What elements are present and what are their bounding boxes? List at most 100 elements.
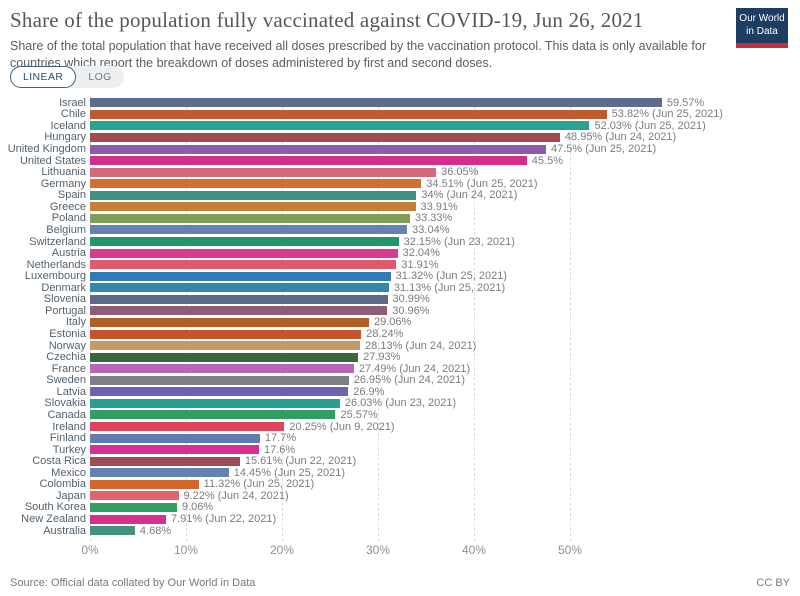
- country-label-canada[interactable]: Canada: [47, 408, 86, 421]
- value-label-israel: 59.57%: [666, 96, 705, 109]
- value-label-portugal: 30.96%: [392, 304, 430, 317]
- country-label-hungary[interactable]: Hungary: [44, 131, 86, 144]
- bar-south-korea[interactable]: [90, 502, 177, 512]
- bar-netherlands[interactable]: [90, 260, 397, 270]
- bar-hungary[interactable]: [90, 132, 560, 142]
- bar-poland[interactable]: [90, 213, 410, 223]
- bar-finland[interactable]: [90, 433, 260, 443]
- bar-mexico[interactable]: [90, 468, 229, 478]
- country-label-slovakia[interactable]: Slovakia: [44, 397, 86, 410]
- country-label-sweden[interactable]: Sweden: [46, 374, 86, 387]
- value-label-estonia: 28.24%: [366, 328, 404, 341]
- bar-austria[interactable]: [90, 248, 398, 258]
- linear-button[interactable]: LINEAR: [10, 66, 77, 88]
- chart-row-canada: Canada 25.57%: [0, 409, 800, 421]
- country-label-united-states[interactable]: United States: [19, 154, 86, 167]
- bar-italy[interactable]: [90, 317, 369, 327]
- bar-sweden[interactable]: [90, 375, 349, 385]
- bar-new-zealand[interactable]: [90, 514, 166, 524]
- bar-norway[interactable]: [90, 341, 361, 351]
- bar-lithuania[interactable]: [90, 167, 437, 177]
- bar-canada[interactable]: [90, 410, 336, 420]
- bar-switzerland[interactable]: [90, 237, 399, 247]
- country-label-france[interactable]: France: [51, 362, 86, 375]
- chart-row-germany: Germany 34.51% (Jun 25, 2021): [0, 178, 800, 190]
- page-subtitle: Share of the total population that have …: [10, 39, 707, 71]
- bar-costa-rica[interactable]: [90, 456, 240, 466]
- country-label-ireland[interactable]: Ireland: [52, 420, 86, 433]
- country-label-turkey[interactable]: Turkey: [52, 443, 86, 456]
- country-label-spain[interactable]: Spain: [57, 189, 86, 202]
- country-label-denmark[interactable]: Denmark: [41, 281, 86, 294]
- value-label-united-states: 45.5%: [531, 154, 563, 167]
- bar-ireland[interactable]: [90, 422, 285, 432]
- log-button[interactable]: LOG: [76, 66, 123, 88]
- bar-australia[interactable]: [90, 526, 135, 536]
- value-label-sweden: 26.95% (Jun 24, 2021): [353, 374, 466, 387]
- country-label-luxembourg[interactable]: Luxembourg: [24, 270, 86, 283]
- country-label-south-korea[interactable]: South Korea: [24, 501, 86, 514]
- country-label-portugal[interactable]: Portugal: [45, 304, 86, 317]
- country-label-finland[interactable]: Finland: [49, 432, 86, 445]
- chart-row-italy: Italy 29.06%: [0, 316, 800, 329]
- country-label-italy[interactable]: Italy: [65, 316, 86, 329]
- country-label-germany[interactable]: Germany: [40, 177, 86, 190]
- bar-iceland[interactable]: [90, 121, 590, 131]
- value-label-denmark: 31.13% (Jun 25, 2021): [393, 281, 506, 294]
- chart-row-netherlands: Netherlands 31.91%: [0, 259, 800, 271]
- country-label-netherlands[interactable]: Netherlands: [26, 258, 86, 271]
- country-label-japan[interactable]: Japan: [56, 489, 86, 502]
- country-label-colombia[interactable]: Colombia: [39, 478, 86, 491]
- bar-japan[interactable]: [90, 491, 179, 501]
- bar-greece[interactable]: [90, 202, 416, 212]
- bar-united-kingdom[interactable]: [90, 144, 546, 154]
- chart-rows: Israel 59.57% Chile 53.82% (Jun 25, 2021) Ic…: [0, 96, 800, 537]
- bar-united-states[interactable]: [90, 156, 527, 166]
- bar-belgium[interactable]: [90, 225, 408, 235]
- country-label-iceland[interactable]: Iceland: [50, 119, 86, 132]
- bar-czechia[interactable]: [90, 352, 359, 362]
- bar-slovenia[interactable]: [90, 294, 388, 304]
- country-label-norway[interactable]: Norway: [48, 339, 86, 352]
- chart-row-latvia: Latvia 26.9%: [0, 386, 800, 398]
- country-label-switzerland[interactable]: Switzerland: [29, 235, 86, 248]
- country-label-greece[interactable]: Greece: [49, 200, 86, 213]
- scale-toggle: LINEAR LOG: [10, 66, 124, 88]
- country-label-israel[interactable]: Israel: [59, 96, 86, 109]
- bar-spain[interactable]: [90, 190, 417, 200]
- country-label-costa-rica[interactable]: Costa Rica: [32, 455, 86, 468]
- country-label-lithuania[interactable]: Lithuania: [41, 166, 86, 179]
- value-label-slovenia: 30.99%: [392, 293, 430, 306]
- value-label-south-korea: 9.06%: [181, 501, 214, 514]
- country-label-new-zealand[interactable]: New Zealand: [21, 513, 86, 526]
- bar-france[interactable]: [90, 364, 354, 374]
- country-label-poland[interactable]: Poland: [51, 212, 86, 225]
- bar-turkey[interactable]: [90, 445, 259, 455]
- country-label-estonia[interactable]: Estonia: [49, 328, 86, 341]
- bar-latvia[interactable]: [90, 387, 349, 397]
- bar-germany[interactable]: [90, 179, 422, 189]
- country-label-australia[interactable]: Australia: [43, 524, 86, 537]
- owid-logo[interactable]: Our World in Data: [736, 8, 788, 48]
- country-label-slovenia[interactable]: Slovenia: [43, 293, 86, 306]
- country-label-mexico[interactable]: Mexico: [51, 466, 86, 479]
- country-label-austria[interactable]: Austria: [51, 247, 86, 260]
- chart-row-new-zealand: New Zealand 7.91% (Jun 22, 2021): [0, 513, 800, 525]
- country-label-united-kingdom[interactable]: United Kingdom: [7, 143, 86, 156]
- value-label-colombia: 11.32% (Jun 25, 2021): [203, 478, 315, 491]
- bar-portugal[interactable]: [90, 306, 388, 316]
- bar-luxembourg[interactable]: [90, 271, 391, 281]
- chart-row-turkey: Turkey 17.6%: [0, 444, 800, 456]
- value-label-belgium: 33.04%: [412, 223, 450, 236]
- country-label-czechia[interactable]: Czechia: [46, 351, 86, 364]
- bar-denmark[interactable]: [90, 283, 389, 293]
- country-label-belgium[interactable]: Belgium: [46, 223, 86, 236]
- bar-israel[interactable]: [90, 98, 662, 108]
- license-link[interactable]: CC BY: [756, 577, 790, 589]
- country-label-latvia[interactable]: Latvia: [56, 385, 86, 398]
- bar-estonia[interactable]: [90, 329, 362, 339]
- bar-colombia[interactable]: [90, 479, 199, 489]
- bar-chile[interactable]: [90, 109, 607, 119]
- country-label-chile[interactable]: Chile: [60, 108, 86, 121]
- bar-slovakia[interactable]: [90, 398, 340, 408]
